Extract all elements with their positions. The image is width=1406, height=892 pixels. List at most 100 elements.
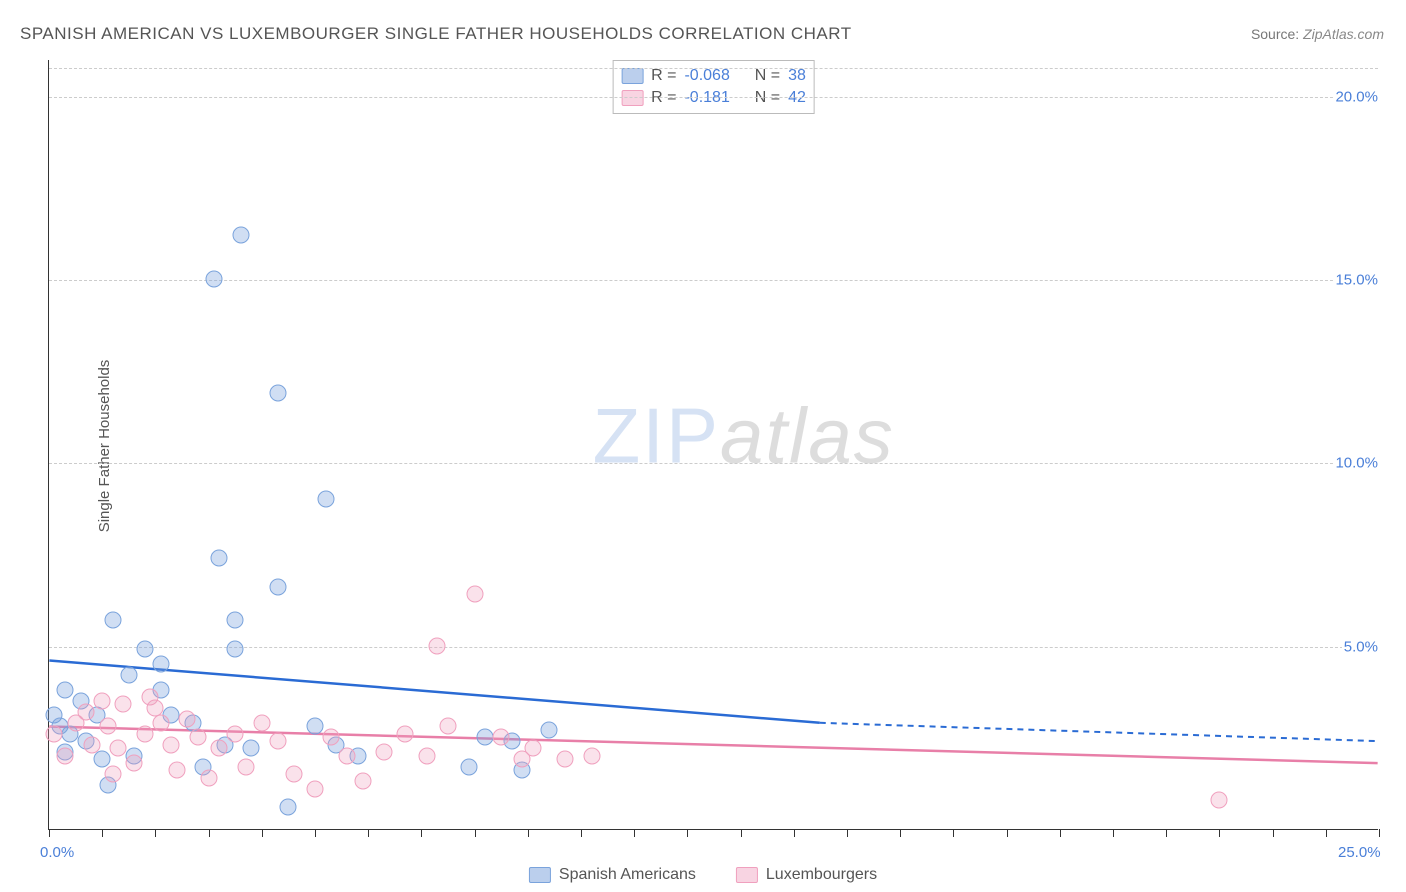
watermark-zip: ZIP [593, 391, 720, 479]
x-tick [102, 829, 103, 837]
watermark: ZIPatlas [593, 390, 895, 481]
plot-area: ZIPatlas R = -0.068 N = 38 R = -0.181 N … [48, 60, 1378, 830]
data-point [227, 725, 244, 742]
data-point [243, 740, 260, 757]
gridline [49, 68, 1378, 69]
n-label: N = [755, 67, 780, 85]
x-tick [315, 829, 316, 837]
legend-row: R = -0.181 N = 42 [621, 87, 806, 109]
data-point [211, 740, 228, 757]
watermark-atlas: atlas [720, 391, 895, 479]
data-point [211, 549, 228, 566]
data-point [152, 714, 169, 731]
x-tick [581, 829, 582, 837]
data-point [179, 711, 196, 728]
data-point [136, 641, 153, 658]
data-point [354, 773, 371, 790]
data-point [200, 769, 217, 786]
data-point [376, 744, 393, 761]
data-point [1211, 791, 1228, 808]
x-tick [262, 829, 263, 837]
r-value: -0.181 [684, 89, 729, 107]
x-tick [1326, 829, 1327, 837]
data-point [115, 696, 132, 713]
data-point [541, 722, 558, 739]
data-point [110, 740, 127, 757]
source-label: Source: [1251, 26, 1299, 42]
y-tick-label: 15.0% [1333, 272, 1380, 289]
data-point [78, 703, 95, 720]
data-point [557, 751, 574, 768]
data-point [477, 729, 494, 746]
x-tick [49, 829, 50, 837]
n-label: N = [755, 89, 780, 107]
x-origin-label: 0.0% [40, 844, 74, 861]
x-tick [209, 829, 210, 837]
x-tick [421, 829, 422, 837]
r-value: -0.068 [684, 67, 729, 85]
gridline [49, 280, 1378, 281]
data-point [322, 729, 339, 746]
x-tick [1379, 829, 1380, 837]
n-value: 38 [788, 67, 806, 85]
data-point [280, 799, 297, 816]
data-point [466, 586, 483, 603]
data-point [120, 667, 137, 684]
x-tick [368, 829, 369, 837]
x-tick [900, 829, 901, 837]
data-point [104, 612, 121, 629]
data-point [227, 641, 244, 658]
data-point [56, 681, 73, 698]
x-tick [475, 829, 476, 837]
legend-label: Luxembourgers [766, 866, 877, 884]
x-tick [155, 829, 156, 837]
data-point [227, 612, 244, 629]
x-tick [528, 829, 529, 837]
data-point [136, 725, 153, 742]
x-max-label: 25.0% [1338, 844, 1381, 861]
data-point [269, 579, 286, 596]
x-tick [1007, 829, 1008, 837]
data-point [237, 758, 254, 775]
x-tick [687, 829, 688, 837]
r-label: R = [651, 89, 676, 107]
x-tick [847, 829, 848, 837]
gridline [49, 647, 1378, 648]
x-tick [794, 829, 795, 837]
data-point [461, 758, 478, 775]
x-tick [634, 829, 635, 837]
data-point [205, 271, 222, 288]
x-tick [1273, 829, 1274, 837]
y-tick-label: 5.0% [1342, 638, 1380, 655]
x-tick [1060, 829, 1061, 837]
data-point [525, 740, 542, 757]
x-tick [1113, 829, 1114, 837]
data-point [307, 718, 324, 735]
data-point [307, 780, 324, 797]
x-tick [953, 829, 954, 837]
legend-item: Spanish Americans [529, 866, 696, 884]
data-point [317, 491, 334, 508]
data-point [189, 729, 206, 746]
y-tick-label: 10.0% [1333, 455, 1380, 472]
legend-swatch [736, 867, 758, 883]
x-tick [741, 829, 742, 837]
data-point [94, 692, 111, 709]
data-point [493, 729, 510, 746]
data-point [338, 747, 355, 764]
data-point [232, 227, 249, 244]
data-point [126, 755, 143, 772]
legend-item: Luxembourgers [736, 866, 877, 884]
x-tick [1219, 829, 1220, 837]
r-label: R = [651, 67, 676, 85]
data-point [269, 384, 286, 401]
legend-swatch [621, 90, 643, 106]
data-point [440, 718, 457, 735]
data-point [397, 725, 414, 742]
data-point [83, 736, 100, 753]
legend-swatch [621, 68, 643, 84]
source-attribution: Source: ZipAtlas.com [1251, 26, 1384, 42]
data-point [152, 656, 169, 673]
legend-swatch [529, 867, 551, 883]
source-value: ZipAtlas.com [1303, 26, 1384, 42]
